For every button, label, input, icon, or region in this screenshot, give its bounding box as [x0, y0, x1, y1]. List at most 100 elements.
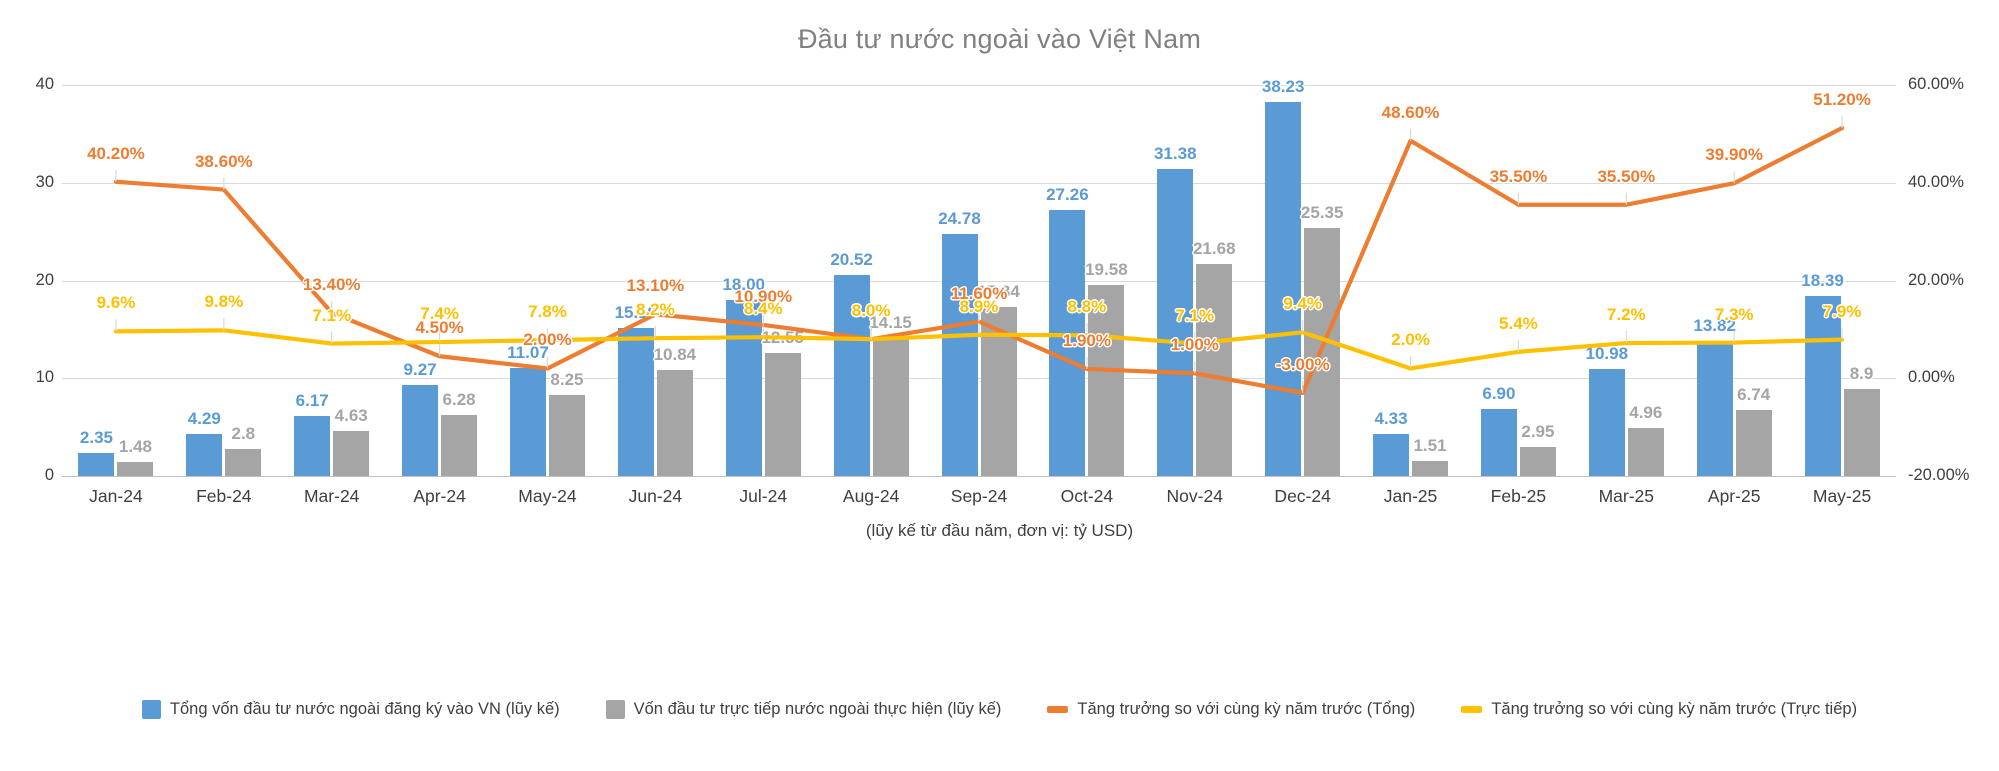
- gridline: [62, 182, 1896, 184]
- bar-label-disbursed: 19.58: [1085, 259, 1128, 279]
- line-label-growth-disbursed: 7.9%: [1822, 301, 1862, 321]
- bar-total-registered[interactable]: [1049, 209, 1086, 476]
- bar-total-registered[interactable]: [1480, 408, 1517, 476]
- bar-label-total: 13.82: [1693, 315, 1736, 335]
- line-label-growth-disbursed: 7.2%: [1606, 305, 1646, 325]
- bar-fdi-disbursed[interactable]: [225, 448, 262, 476]
- bar-total-registered[interactable]: [725, 300, 762, 476]
- line-label-growth-total: 13.10%: [626, 276, 685, 296]
- x-axis-tick-may-25: May-25: [1812, 486, 1872, 506]
- bar-label-disbursed: 2.8: [231, 423, 256, 443]
- bar-fdi-disbursed[interactable]: [1088, 284, 1125, 476]
- y-axis-left-tick: 30: [35, 172, 54, 191]
- bar-fdi-disbursed[interactable]: [1735, 410, 1772, 476]
- bar-fdi-disbursed[interactable]: [764, 353, 801, 476]
- legend-item-2[interactable]: Tăng trưởng so với cùng kỳ năm trước (Tổ…: [1047, 700, 1415, 719]
- line-label-growth-disbursed: 9.4%: [1283, 294, 1323, 314]
- bar-fdi-disbursed[interactable]: [548, 395, 585, 476]
- bar-fdi-disbursed[interactable]: [1843, 389, 1880, 476]
- line-label-growth-total: 39.90%: [1705, 145, 1764, 165]
- bar-total-registered[interactable]: [509, 367, 546, 476]
- x-axis-tick-apr-24: Apr-24: [413, 486, 466, 506]
- line-label-growth-total: 8.0%: [851, 301, 891, 321]
- bar-total-registered[interactable]: [941, 233, 978, 476]
- line-label-growth-disbursed: 7.8%: [528, 302, 567, 322]
- bar-fdi-disbursed[interactable]: [656, 370, 693, 476]
- x-axis-tick-nov-24: Nov-24: [1166, 486, 1223, 506]
- bar-total-registered[interactable]: [186, 434, 223, 476]
- bar-fdi-disbursed[interactable]: [1519, 447, 1556, 476]
- line-label-growth-disbursed: 8.8%: [1067, 297, 1107, 317]
- bar-total-registered[interactable]: [1588, 368, 1625, 476]
- bar-label-total: 18.39: [1801, 271, 1844, 291]
- line-label-growth-disbursed: 7.4%: [420, 304, 459, 324]
- bar-fdi-disbursed[interactable]: [1627, 427, 1664, 476]
- line-label-growth-total: 13.40%: [302, 274, 361, 294]
- bar-label-total: 4.29: [187, 409, 221, 429]
- bar-fdi-disbursed[interactable]: [441, 414, 478, 476]
- bar-label-disbursed: 1.48: [118, 436, 152, 456]
- bar-fdi-disbursed[interactable]: [1412, 461, 1449, 476]
- bar-fdi-disbursed[interactable]: [333, 430, 370, 476]
- bar-label-total: 38.23: [1261, 77, 1305, 97]
- bar-total-registered[interactable]: [1265, 102, 1302, 476]
- bar-total-registered[interactable]: [1804, 296, 1841, 476]
- bar-total-registered[interactable]: [78, 453, 115, 476]
- gridline: [62, 476, 1896, 477]
- bar-fdi-disbursed[interactable]: [117, 461, 154, 476]
- bar-label-total: 9.27: [403, 360, 437, 380]
- line-label-growth-disbursed: 9.8%: [204, 292, 244, 312]
- line-label-growth-total: 2.00%: [523, 330, 572, 350]
- legend-item-3[interactable]: Tăng trưởng so với cùng kỳ năm trước (Tr…: [1461, 700, 1857, 719]
- line-label-growth-disbursed: 7.1%: [1175, 305, 1215, 325]
- line-label-growth-total: 10.90%: [734, 286, 793, 306]
- axis-caption: (lũy kế từ đầu năm, đơn vị: tỷ USD): [865, 521, 1134, 540]
- gridline: [62, 280, 1896, 282]
- x-axis-tick-jan-25: Jan-25: [1383, 486, 1438, 506]
- line-label-growth-disbursed: 2.0%: [1391, 330, 1430, 350]
- line-label-growth-disbursed: 8.4%: [743, 299, 783, 319]
- y-axis-right-tick: -20.00%: [1908, 466, 1970, 484]
- bar-label-disbursed: 6.74: [1737, 385, 1771, 405]
- bar-total-registered[interactable]: [1157, 169, 1194, 476]
- bar-total-registered[interactable]: [1373, 433, 1410, 476]
- bar-total-registered[interactable]: [617, 327, 654, 476]
- x-axis-tick-jan-24: Jan-24: [89, 486, 143, 506]
- line-label-growth-disbursed: 8.9%: [959, 296, 999, 316]
- x-axis-tick-sep-24: Sep-24: [950, 486, 1008, 506]
- x-axis-tick-feb-25: Feb-25: [1490, 486, 1547, 506]
- y-axis-left-tick: 0: [44, 466, 54, 484]
- line-label-growth-total: 35.50%: [1597, 166, 1656, 186]
- bar-label-disbursed: 10.84: [653, 345, 697, 365]
- bar-label-disbursed: 17.34: [977, 281, 1020, 301]
- line-label-growth-total: 51.20%: [1813, 90, 1871, 109]
- line-label-growth-disbursed: 9.6%: [96, 293, 136, 313]
- y-axis-right-tick: 60.00%: [1908, 75, 1964, 93]
- legend-item-1[interactable]: Vốn đầu tư trực tiếp nước ngoài thực hiệ…: [605, 700, 1001, 719]
- legend-line-swatch-icon: [1047, 706, 1069, 713]
- bar-total-registered[interactable]: [833, 275, 870, 476]
- chart-title: Đầu tư nước ngoài vào Việt Nam: [797, 24, 1202, 54]
- bar-fdi-disbursed[interactable]: [1196, 264, 1233, 476]
- line-label-growth-total: 1.90%: [1062, 330, 1111, 350]
- y-axis-left-tick: 20: [35, 270, 54, 289]
- x-axis-tick-dec-24: Dec-24: [1274, 486, 1331, 506]
- bar-label-total: 4.33: [1374, 408, 1408, 428]
- legend-bar-swatch-icon: [605, 700, 625, 719]
- bar-total-registered[interactable]: [1696, 340, 1733, 476]
- bar-fdi-disbursed[interactable]: [872, 337, 909, 476]
- bar-total-registered[interactable]: [294, 415, 331, 476]
- gridline: [62, 85, 1896, 86]
- x-axis-tick-jun-24: Jun-24: [628, 486, 683, 506]
- line-label-growth-total: 11.60%: [950, 283, 1008, 303]
- line-growth-disbursed[interactable]: [113, 328, 1845, 371]
- bar-label-disbursed: 21.68: [1192, 239, 1236, 259]
- line-growth-total[interactable]: [113, 125, 1845, 396]
- line-label-growth-disbursed: 8.0%: [851, 301, 891, 321]
- line-label-growth-total: 40.20%: [87, 143, 145, 163]
- x-axis-tick-jul-24: Jul-24: [739, 486, 788, 506]
- line-label-growth-disbursed: 5.4%: [1499, 313, 1538, 333]
- bar-total-registered[interactable]: [402, 385, 439, 476]
- legend-item-0[interactable]: Tổng vốn đầu tư nước ngoài đăng ký vào V…: [141, 700, 560, 719]
